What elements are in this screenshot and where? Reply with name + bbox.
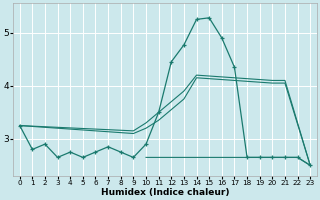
X-axis label: Humidex (Indice chaleur): Humidex (Indice chaleur) bbox=[101, 188, 229, 197]
